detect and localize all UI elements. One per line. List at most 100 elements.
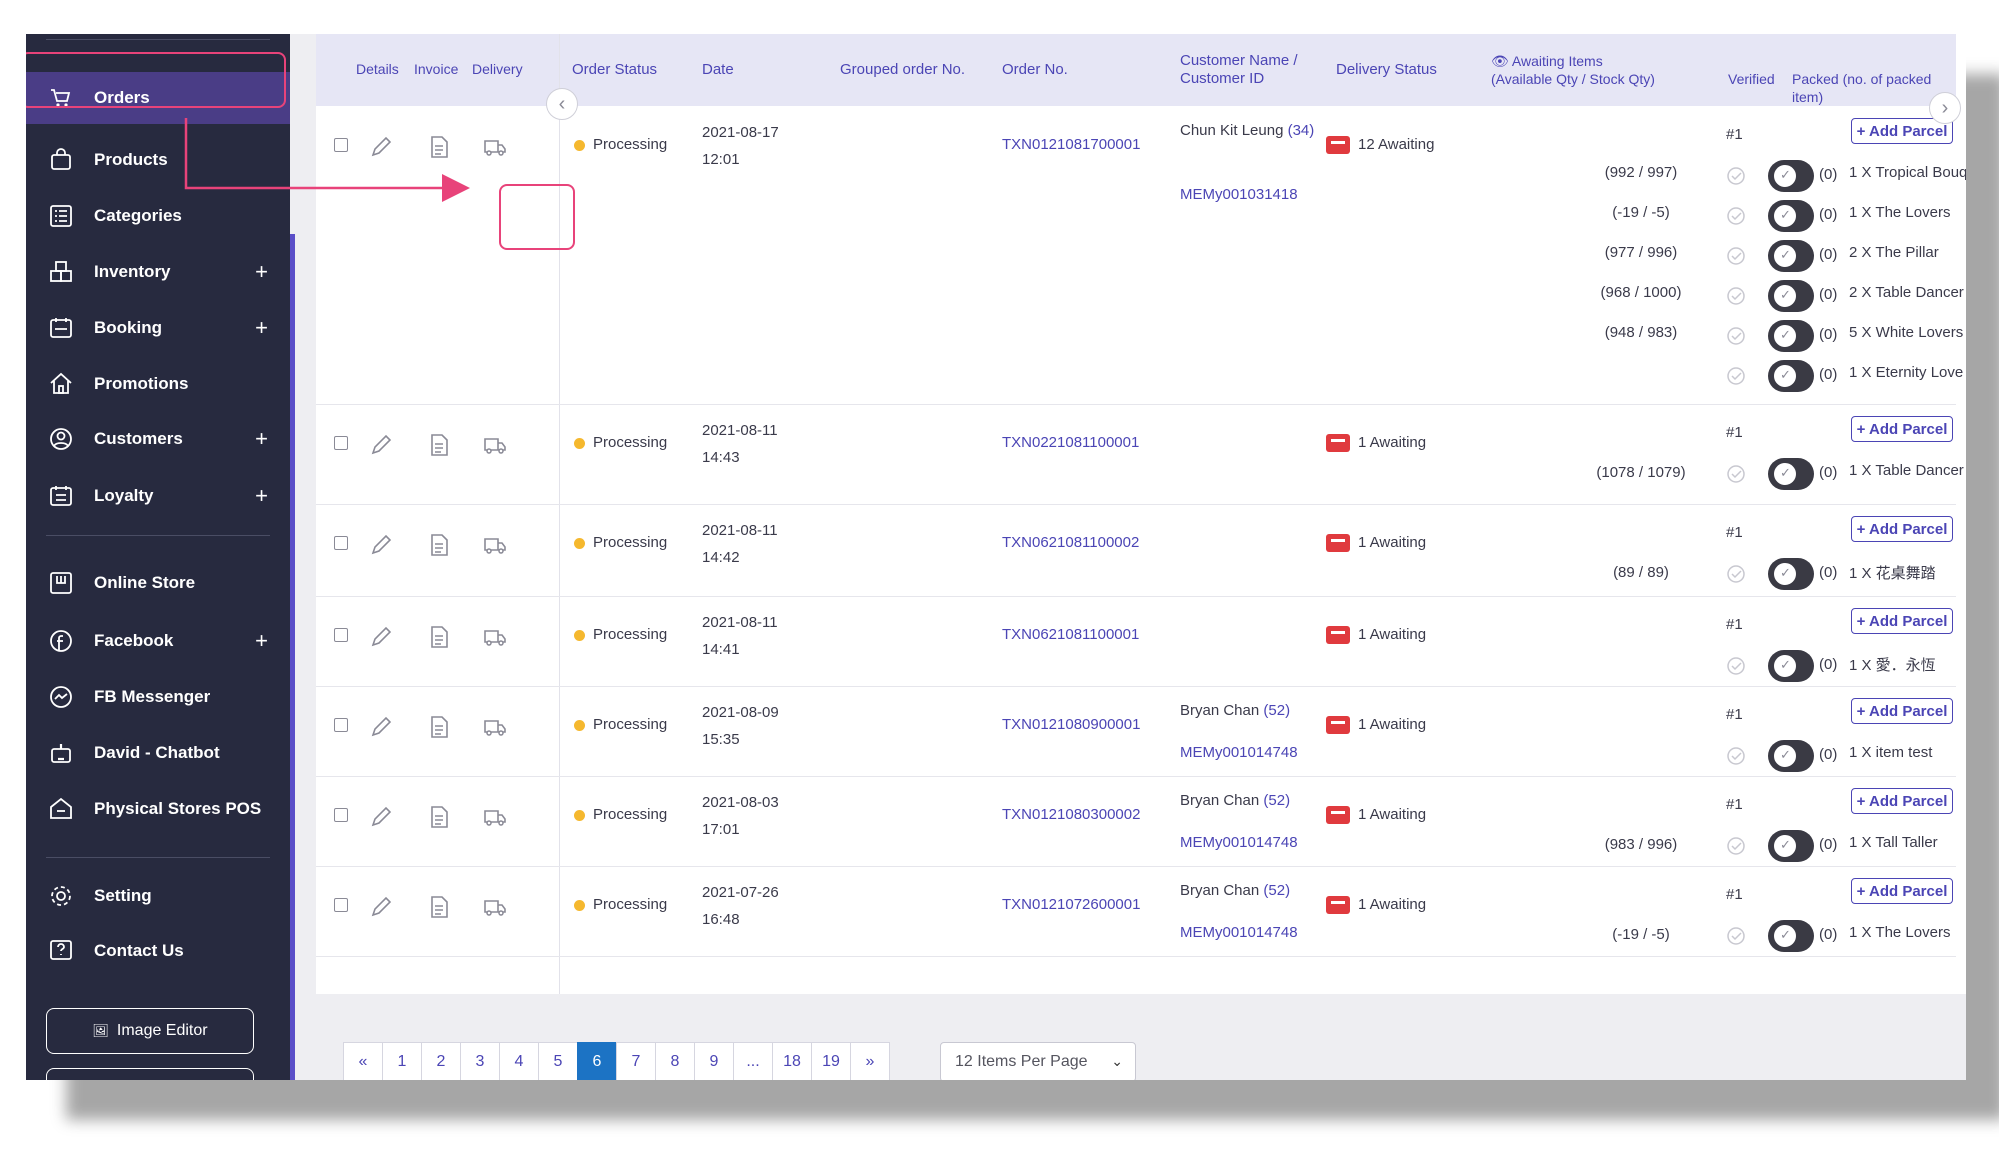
col-order-status[interactable]: Order Status (572, 61, 658, 78)
col-delivery-status[interactable]: Delivery Status (1336, 61, 1437, 78)
row-checkbox[interactable] (334, 536, 348, 550)
expand-icon[interactable]: + (255, 426, 268, 451)
sidebar-scrollbar[interactable] (290, 234, 295, 1080)
invoice-icon[interactable] (426, 432, 452, 458)
order-number-link[interactable]: TXN0121080300002 (1002, 806, 1141, 823)
packed-toggle[interactable] (1768, 558, 1814, 590)
sidebar-item-david-chatbot[interactable]: David - Chatbot (26, 727, 290, 779)
invoice-icon[interactable] (426, 804, 452, 830)
page-button[interactable]: 8 (655, 1042, 695, 1080)
sidebar-item-promotions[interactable]: Promotions (26, 358, 290, 410)
sidebar-item-online-store[interactable]: Online Store (26, 557, 290, 609)
page-button[interactable]: 2 (421, 1042, 461, 1080)
page-button[interactable]: 18 (772, 1042, 812, 1080)
add-parcel-button[interactable]: + Add Parcel (1851, 788, 1953, 814)
add-parcel-button[interactable]: + Add Parcel (1851, 608, 1953, 634)
page-button[interactable]: 4 (499, 1042, 539, 1080)
sidebar-item-inventory[interactable]: Inventory + (26, 246, 290, 298)
delivery-truck-icon[interactable] (482, 624, 508, 650)
add-parcel-button[interactable]: + Add Parcel (1851, 118, 1953, 144)
table-row[interactable]: Processing 2021-08-03 17:01 TXN012108030000… (316, 776, 1956, 867)
packed-toggle[interactable] (1768, 160, 1814, 192)
customer-id-link[interactable]: MEMy001031418 (1180, 186, 1298, 203)
delivery-truck-icon[interactable] (482, 804, 508, 830)
order-number-link[interactable]: TXN0121072600001 (1002, 896, 1141, 913)
delivery-truck-icon[interactable] (482, 134, 508, 160)
packed-toggle[interactable] (1768, 830, 1814, 862)
edit-icon[interactable] (368, 624, 394, 650)
invoice-icon[interactable] (426, 532, 452, 558)
order-number-link[interactable]: TXN0121080900001 (1002, 716, 1141, 733)
order-number-link[interactable]: TXN0621081100001 (1002, 626, 1140, 643)
col-delivery[interactable]: Delivery (472, 61, 523, 77)
page-button[interactable]: 3 (460, 1042, 500, 1080)
sidebar-item-contact-us[interactable]: Contact Us (26, 925, 290, 977)
edit-icon[interactable] (368, 532, 394, 558)
delivery-truck-icon[interactable] (482, 714, 508, 740)
page-button[interactable]: 6 (577, 1042, 617, 1080)
packed-toggle[interactable] (1768, 280, 1814, 312)
packed-toggle[interactable] (1768, 458, 1814, 490)
customer-name[interactable]: Bryan Chan (52) (1180, 792, 1291, 809)
invoice-icon[interactable] (426, 624, 452, 650)
sidebar-item-orders[interactable]: Orders (26, 72, 290, 124)
packed-toggle[interactable] (1768, 740, 1814, 772)
sidebar-item-products[interactable]: Products (26, 134, 290, 186)
col-packed[interactable]: Packed (no. of packed item) (1792, 71, 1932, 105)
page-button[interactable]: 19 (811, 1042, 851, 1080)
order-number-link[interactable]: TXN0221081100001 (1002, 434, 1140, 451)
sidebar-item-customers[interactable]: Customers + (26, 413, 290, 465)
sidebar-item-loyalty[interactable]: Loyalty + (26, 470, 290, 522)
sidebar-item-fb-messenger[interactable]: FB Messenger (26, 671, 290, 723)
sidebar-item-booking[interactable]: Booking + (26, 302, 290, 354)
table-row[interactable]: Processing 2021-08-11 14:42 TXN062108110000… (316, 504, 1956, 597)
invoice-icon[interactable] (426, 714, 452, 740)
invoice-icon[interactable] (426, 894, 452, 920)
customer-id-link[interactable]: MEMy001014748 (1180, 744, 1298, 761)
items-per-page-select[interactable]: 12 Items Per Page ⌄ (940, 1042, 1136, 1080)
packed-toggle[interactable] (1768, 200, 1814, 232)
page-button[interactable]: 9 (694, 1042, 734, 1080)
row-checkbox[interactable] (334, 628, 348, 642)
edit-icon[interactable] (368, 894, 394, 920)
table-row[interactable]: Processing 2021-08-11 14:41 TXN062108110000… (316, 596, 1956, 687)
page-button[interactable]: 7 (616, 1042, 656, 1080)
customer-name[interactable]: Bryan Chan (52) (1180, 702, 1291, 719)
table-row[interactable]: Processing 2021-08-09 15:35 TXN012108090000… (316, 686, 1956, 777)
add-parcel-button[interactable]: + Add Parcel (1851, 516, 1953, 542)
add-parcel-button[interactable]: + Add Parcel (1851, 416, 1953, 442)
expand-icon[interactable]: + (255, 483, 268, 508)
packed-toggle[interactable] (1768, 650, 1814, 682)
col-awaiting[interactable]: 👁 Awaiting Items (Available Qty / Stock … (1491, 52, 1655, 88)
edit-icon[interactable] (368, 432, 394, 458)
image-editor-button[interactable]: 🖼 Image Editor (46, 1008, 254, 1054)
table-row[interactable]: Processing 2021-08-11 14:43 TXN022108110000… (316, 404, 1964, 505)
expand-icon[interactable]: + (255, 315, 268, 340)
sidebar-item-setting[interactable]: Setting (26, 870, 290, 922)
expand-icon[interactable]: + (255, 628, 268, 653)
sidebar-extra-button[interactable] (46, 1068, 254, 1080)
add-parcel-button[interactable]: + Add Parcel (1851, 698, 1953, 724)
col-invoice[interactable]: Invoice (414, 61, 459, 77)
customer-id-link[interactable]: MEMy001014748 (1180, 834, 1298, 851)
order-number-link[interactable]: TXN0121081700001 (1002, 136, 1141, 153)
delivery-highlight[interactable] (499, 184, 575, 250)
row-checkbox[interactable] (334, 808, 348, 822)
row-checkbox[interactable] (334, 138, 348, 152)
expand-icon[interactable]: + (255, 259, 268, 284)
table-row[interactable]: Processing 2021-07-26 16:48 TXN012107260000… (316, 866, 1956, 957)
customer-id-link[interactable]: MEMy001014748 (1180, 924, 1298, 941)
col-date[interactable]: Date (702, 61, 734, 78)
customer-name[interactable]: Chun Kit Leung (34) (1180, 122, 1315, 139)
edit-icon[interactable] (368, 804, 394, 830)
scroll-right-button[interactable]: › (1929, 92, 1961, 124)
col-grouped-order[interactable]: Grouped order No. (840, 61, 966, 78)
delivery-truck-icon[interactable] (482, 894, 508, 920)
table-row[interactable]: Processing 2021-08-17 12:01 TXN012108170000… (316, 106, 1966, 405)
packed-toggle[interactable] (1768, 360, 1814, 392)
row-checkbox[interactable] (334, 898, 348, 912)
edit-icon[interactable] (368, 714, 394, 740)
order-number-link[interactable]: TXN0621081100002 (1002, 534, 1140, 551)
col-customer[interactable]: Customer Name / Customer ID (1180, 52, 1298, 88)
col-order-no[interactable]: Order No. (1002, 61, 1068, 78)
